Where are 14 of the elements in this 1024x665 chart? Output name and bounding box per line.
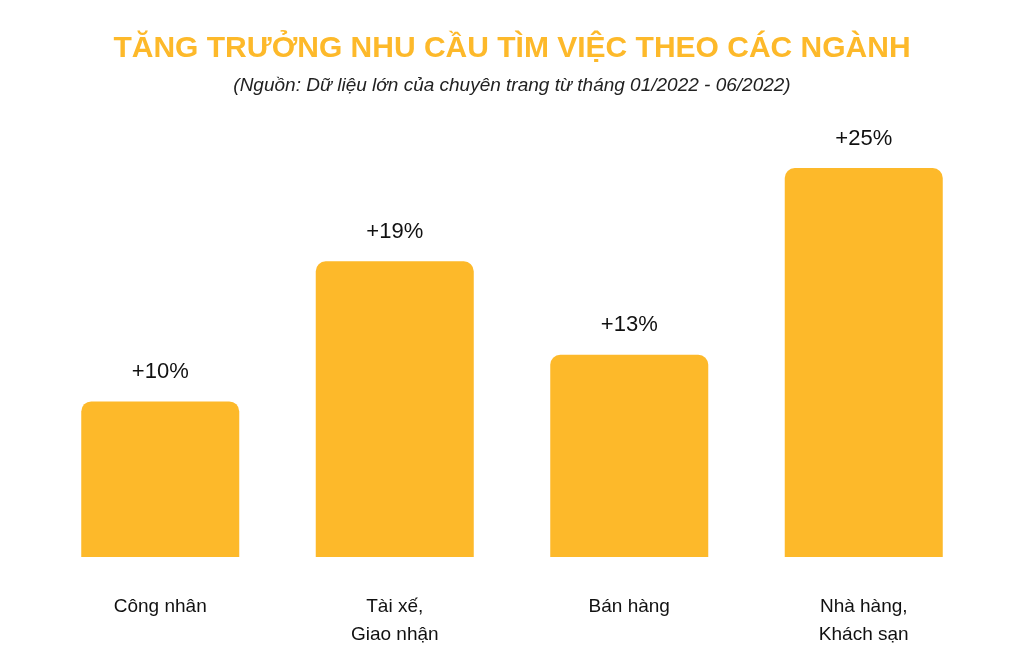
bar (784, 168, 943, 557)
data-label: +13% (600, 311, 658, 337)
chart-subtitle: (Nguồn: Dữ liệu lớn của chuyên trang từ tháng 01/2022 - 06/2022) (233, 74, 791, 95)
x-tick-label: Bán hàng (588, 594, 670, 616)
bar (81, 401, 240, 557)
data-label: +10% (131, 357, 189, 383)
bar (315, 261, 474, 557)
data-label: +19% (366, 217, 424, 243)
x-tick-label: Nhà hàng, Khách sạn (818, 594, 909, 644)
data-label: +25% (835, 124, 893, 150)
x-tick-label: Tài xế, Giao nhận (350, 594, 439, 644)
chart-title: TĂNG TRƯỞNG NHU CẦU TÌM VIỆC THEO CÁC NGÀNH (113, 29, 911, 63)
x-tick-label: Công nhân (113, 594, 207, 616)
bar (550, 354, 709, 557)
